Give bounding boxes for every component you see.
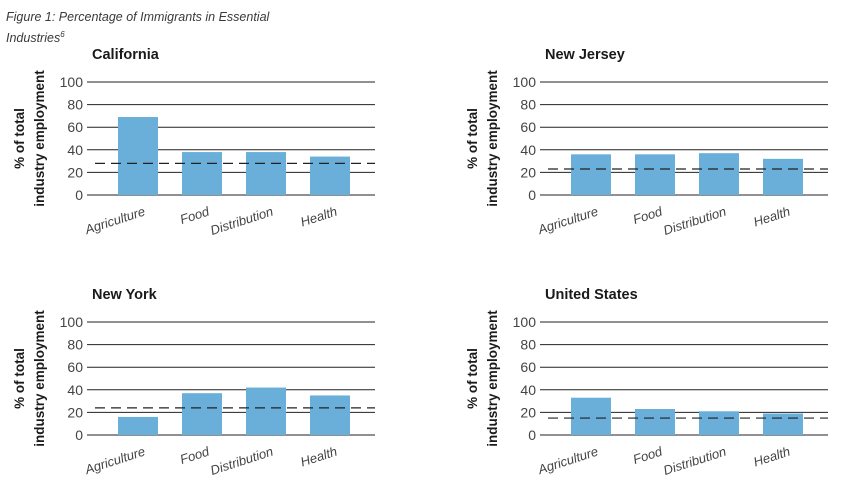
x-category-label: Agriculture bbox=[82, 444, 147, 478]
bar-food bbox=[635, 409, 675, 435]
chart-panel-united-states: United States % of total industry employme… bbox=[453, 280, 833, 495]
x-category-label: Distribution bbox=[661, 444, 727, 478]
bar-health bbox=[310, 156, 350, 195]
y-tick-label: 40 bbox=[67, 142, 83, 158]
x-category-label: Health bbox=[752, 444, 792, 470]
bar-food bbox=[182, 393, 222, 435]
y-tick-label: 20 bbox=[67, 404, 83, 420]
y-axis-label-line1: % of total bbox=[12, 348, 27, 409]
y-tick-label: 20 bbox=[520, 404, 536, 420]
y-tick-label: 0 bbox=[75, 427, 83, 443]
x-category-label: Health bbox=[299, 444, 339, 470]
chart-panel-california: California % of total industry employment 0… bbox=[0, 40, 380, 255]
y-tick-label: 0 bbox=[75, 187, 83, 203]
bar-distribution bbox=[699, 411, 739, 435]
bar-health bbox=[310, 395, 350, 435]
y-axis-label-line2: industry employment bbox=[485, 310, 500, 447]
bar-distribution bbox=[699, 153, 739, 195]
chart-title: New York bbox=[92, 287, 158, 303]
y-tick-label: 40 bbox=[520, 142, 536, 158]
chart-title: New Jersey bbox=[545, 47, 625, 63]
y-tick-label: 0 bbox=[528, 427, 536, 443]
figure-caption-text: Figure 1: Percentage of Immigrants in Es… bbox=[6, 10, 270, 46]
chart-panel-new-york: New York % of total industry employment 0 20… bbox=[0, 280, 380, 495]
y-tick-label: 100 bbox=[513, 314, 537, 330]
y-tick-label: 60 bbox=[520, 359, 536, 375]
figure-footnote-marker: 6 bbox=[60, 30, 65, 39]
x-category-label: Health bbox=[299, 204, 339, 230]
bar-agriculture bbox=[118, 416, 158, 435]
chart-united-states: United States % of total industry employme… bbox=[465, 287, 828, 478]
x-category-label: Distribution bbox=[661, 204, 727, 238]
bar-agriculture bbox=[118, 117, 158, 195]
y-axis-label-line2: industry employment bbox=[32, 310, 47, 447]
y-tick-label: 60 bbox=[67, 359, 83, 375]
bar-distribution bbox=[246, 152, 286, 195]
x-category-label: Distribution bbox=[208, 204, 274, 238]
y-tick-label: 100 bbox=[513, 74, 537, 90]
x-category-label: Food bbox=[178, 443, 212, 467]
y-tick-label: 80 bbox=[67, 337, 83, 353]
bar-health bbox=[763, 413, 803, 435]
bar-food bbox=[635, 154, 675, 195]
y-tick-label: 0 bbox=[528, 187, 536, 203]
x-category-label: Health bbox=[752, 204, 792, 230]
x-category-label: Food bbox=[178, 203, 212, 227]
y-tick-label: 40 bbox=[520, 382, 536, 398]
bar-food bbox=[182, 152, 222, 195]
chart-panel-new-jersey: New Jersey % of total industry employment 0… bbox=[453, 40, 833, 255]
chart-title: United States bbox=[545, 287, 638, 303]
y-tick-label: 60 bbox=[67, 119, 83, 135]
y-axis-label-line2: industry employment bbox=[485, 70, 500, 207]
bar-distribution bbox=[246, 387, 286, 435]
y-axis-label-line2: industry employment bbox=[32, 70, 47, 207]
y-tick-label: 80 bbox=[520, 337, 536, 353]
x-category-label: Distribution bbox=[208, 444, 274, 478]
bar-agriculture bbox=[571, 154, 611, 195]
x-category-label: Food bbox=[631, 203, 665, 227]
figure-caption: Figure 1: Percentage of Immigrants in Es… bbox=[6, 9, 306, 47]
chart-new-jersey: New Jersey % of total industry employment 0… bbox=[465, 47, 828, 238]
y-axis-label-line1: % of total bbox=[12, 108, 27, 169]
x-category-label: Agriculture bbox=[535, 444, 600, 478]
y-tick-label: 80 bbox=[520, 97, 536, 113]
chart-title: California bbox=[92, 47, 160, 63]
x-category-label: Agriculture bbox=[82, 204, 147, 238]
y-axis-label-line1: % of total bbox=[465, 108, 480, 169]
bar-agriculture bbox=[571, 397, 611, 435]
y-tick-label: 80 bbox=[67, 97, 83, 113]
x-category-label: Food bbox=[631, 443, 665, 467]
chart-new-york: New York % of total industry employment 0 20… bbox=[12, 287, 375, 478]
y-tick-label: 40 bbox=[67, 382, 83, 398]
bar-health bbox=[763, 158, 803, 195]
y-tick-label: 60 bbox=[520, 119, 536, 135]
y-axis-label-line1: % of total bbox=[465, 348, 480, 409]
y-tick-label: 100 bbox=[60, 314, 84, 330]
y-tick-label: 20 bbox=[520, 164, 536, 180]
chart-california: California % of total industry employment 0… bbox=[12, 47, 375, 238]
x-category-label: Agriculture bbox=[535, 204, 600, 238]
y-tick-label: 100 bbox=[60, 74, 84, 90]
y-tick-label: 20 bbox=[67, 164, 83, 180]
